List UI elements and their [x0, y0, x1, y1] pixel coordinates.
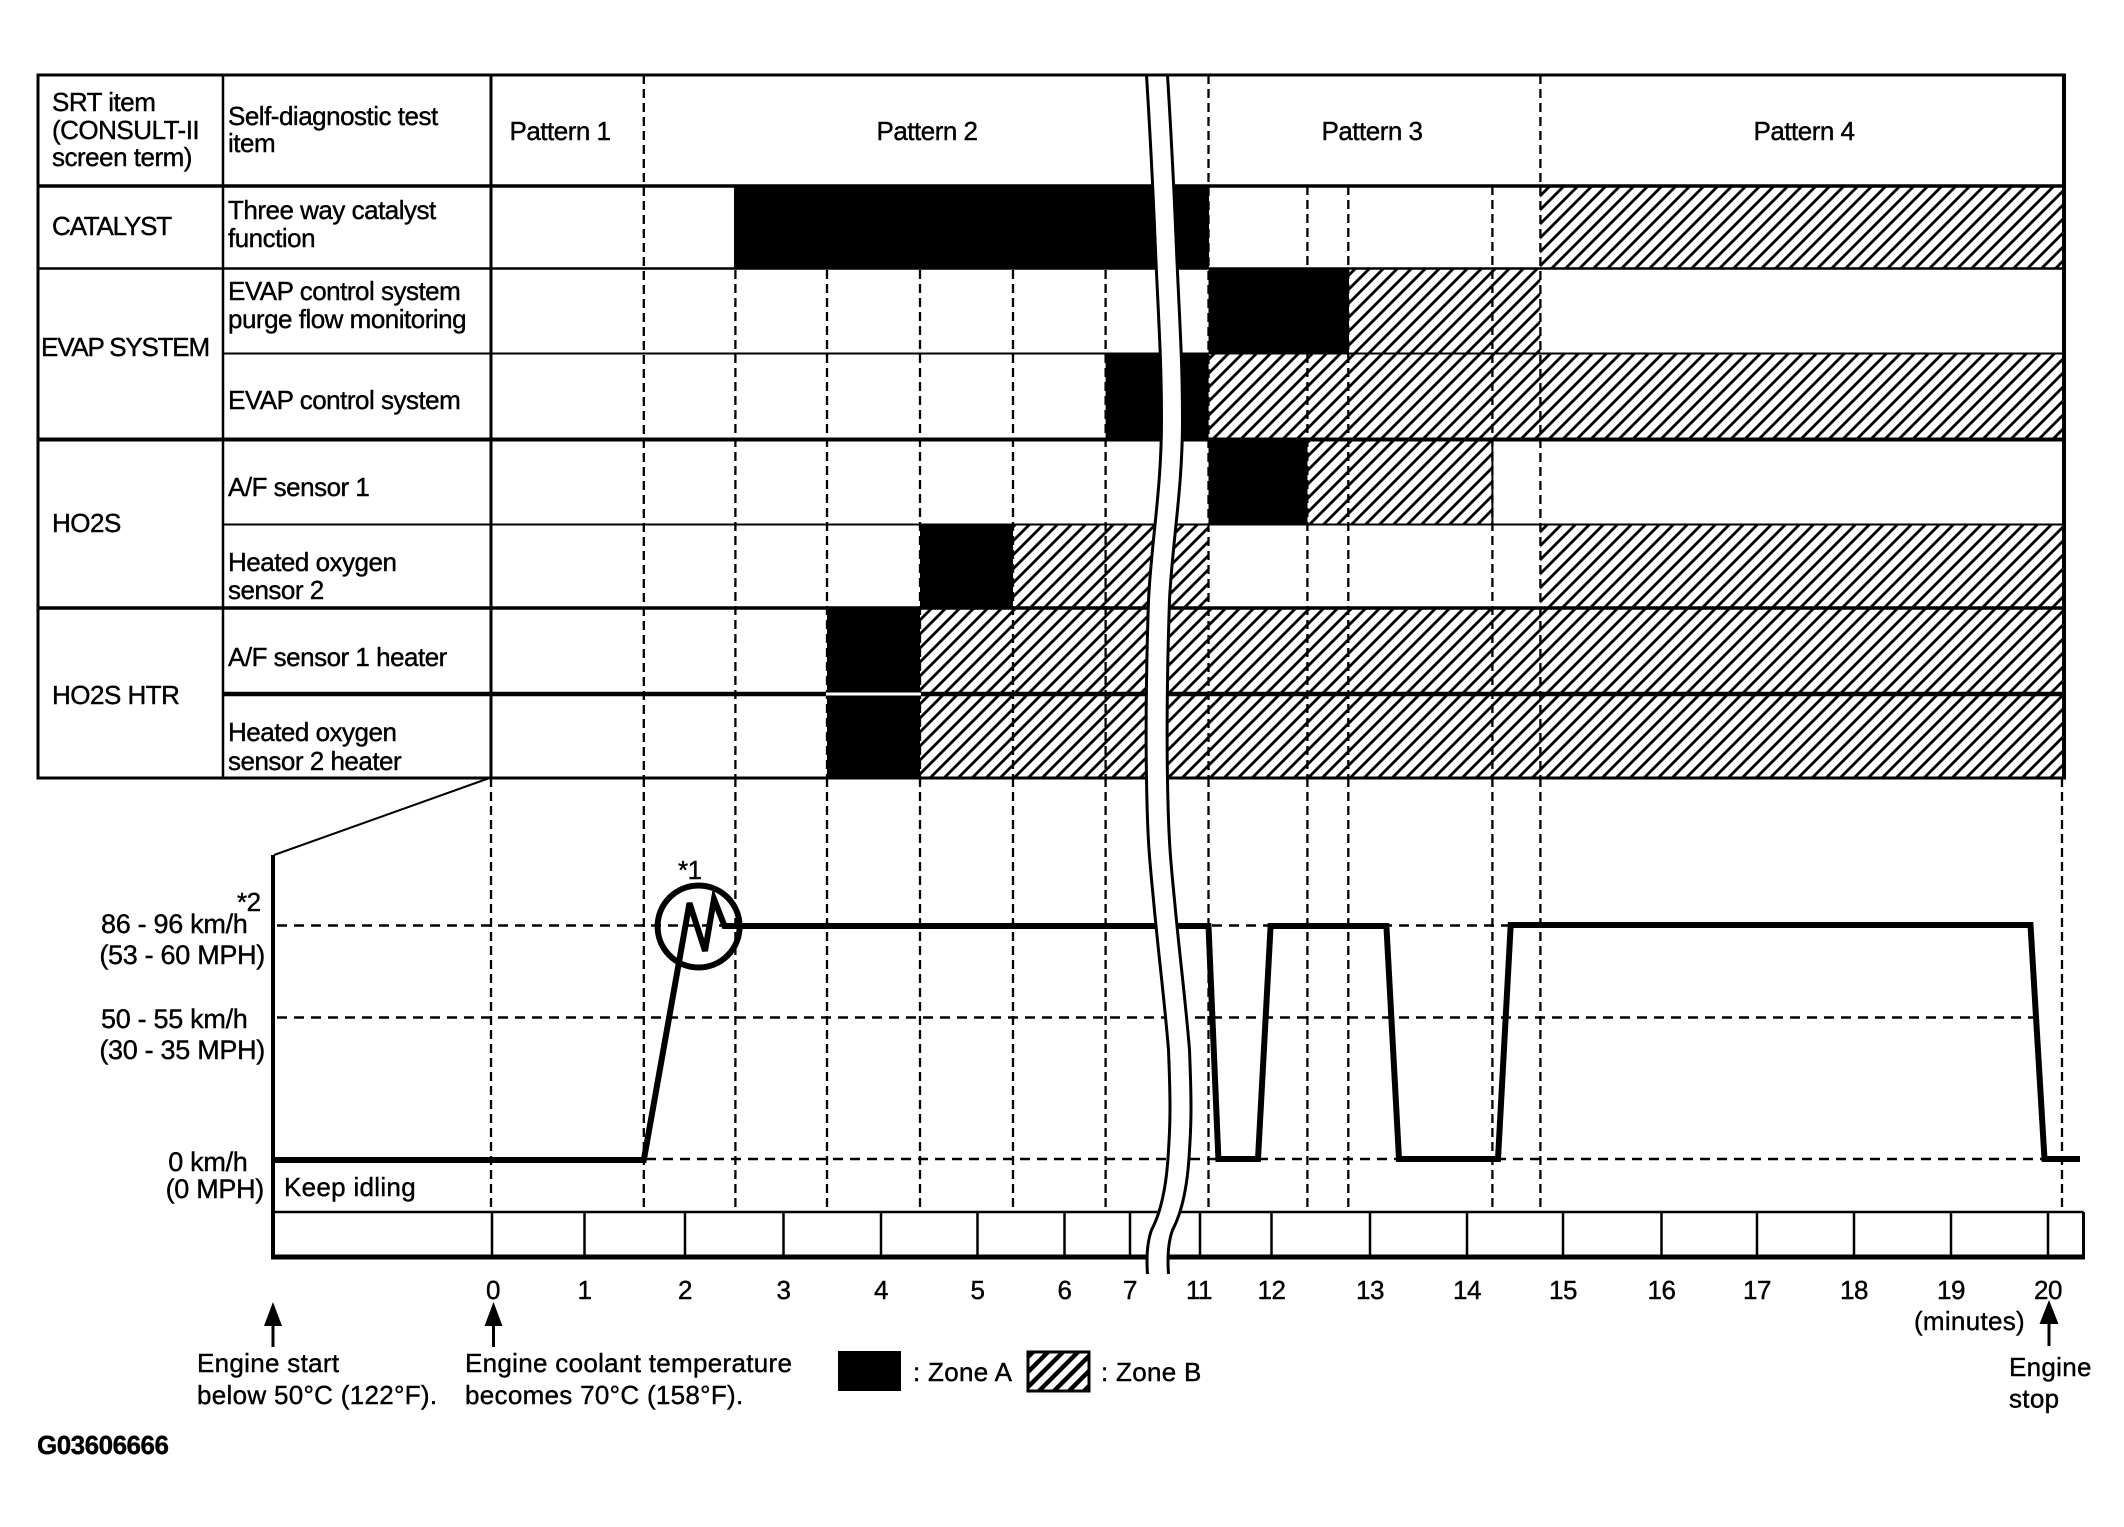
svg-text:1: 1 — [578, 1275, 592, 1305]
svg-text:EVAP SYSTEM: EVAP SYSTEM — [41, 332, 209, 362]
svg-text:19: 19 — [1937, 1275, 1965, 1305]
svg-text:4: 4 — [874, 1275, 888, 1305]
svg-text:: Zone B: : Zone B — [1101, 1357, 1202, 1387]
svg-text:Self-diagnostic test: Self-diagnostic test — [228, 101, 439, 131]
svg-text:sensor 2: sensor 2 — [228, 575, 324, 605]
svg-text:50 - 55 km/h: 50 - 55 km/h — [101, 1004, 247, 1034]
svg-text:A/F sensor 1: A/F sensor 1 — [228, 472, 369, 502]
svg-text:(30 - 35 MPH): (30 - 35 MPH) — [99, 1035, 265, 1065]
svg-text:item: item — [228, 128, 275, 158]
svg-text:purge flow monitoring: purge flow monitoring — [228, 304, 466, 334]
svg-text:Heated oxygen: Heated oxygen — [228, 547, 396, 577]
svg-text:Engine coolant temperature: Engine coolant temperature — [465, 1348, 792, 1378]
svg-text:0 km/h: 0 km/h — [168, 1147, 247, 1177]
svg-text:(minutes): (minutes) — [1914, 1306, 2025, 1336]
svg-text:sensor 2 heater: sensor 2 heater — [228, 746, 402, 776]
svg-text:HO2S: HO2S — [52, 508, 121, 538]
svg-text:: Zone A: : Zone A — [913, 1357, 1013, 1387]
svg-text:12: 12 — [1258, 1275, 1286, 1305]
svg-text:(0 MPH): (0 MPH) — [166, 1174, 264, 1204]
svg-text:5: 5 — [971, 1275, 985, 1305]
svg-text:Engine: Engine — [2009, 1352, 2092, 1382]
svg-text:Pattern 2: Pattern 2 — [876, 116, 977, 146]
svg-text:16: 16 — [1648, 1275, 1676, 1305]
svg-text:13: 13 — [1356, 1275, 1384, 1305]
svg-text:15: 15 — [1549, 1275, 1577, 1305]
svg-text:14: 14 — [1453, 1275, 1481, 1305]
svg-text:A/F sensor 1 heater: A/F sensor 1 heater — [228, 642, 448, 672]
svg-text:CATALYST: CATALYST — [52, 211, 172, 241]
svg-text:Three way catalyst: Three way catalyst — [228, 195, 437, 225]
svg-text:20: 20 — [2034, 1275, 2062, 1305]
svg-text:EVAP control system: EVAP control system — [228, 276, 460, 306]
svg-text:Pattern 3: Pattern 3 — [1321, 116, 1422, 146]
svg-text:3: 3 — [777, 1275, 791, 1305]
svg-text:G03606666: G03606666 — [37, 1430, 168, 1460]
svg-text:7: 7 — [1123, 1275, 1137, 1305]
svg-text:*2: *2 — [237, 887, 261, 917]
svg-text:11: 11 — [1186, 1275, 1212, 1305]
svg-text:6: 6 — [1058, 1275, 1072, 1305]
svg-text:Pattern 4: Pattern 4 — [1753, 116, 1854, 146]
svg-text:EVAP control system: EVAP control system — [228, 385, 460, 415]
svg-text:Pattern 1: Pattern 1 — [509, 116, 610, 146]
svg-text:SRT item: SRT item — [52, 87, 155, 117]
svg-text:*1: *1 — [678, 855, 702, 885]
svg-text:stop: stop — [2009, 1384, 2059, 1414]
svg-text:becomes 70°C (158°F).: becomes 70°C (158°F). — [465, 1380, 744, 1410]
svg-text:17: 17 — [1743, 1275, 1771, 1305]
svg-text:18: 18 — [1840, 1275, 1868, 1305]
svg-text:screen term): screen term) — [52, 142, 192, 172]
svg-text:0: 0 — [486, 1275, 500, 1305]
svg-text:2: 2 — [678, 1275, 692, 1305]
svg-text:function: function — [228, 223, 315, 253]
svg-text:below 50°C (122°F).: below 50°C (122°F). — [197, 1380, 437, 1410]
svg-text:(CONSULT-II: (CONSULT-II — [52, 115, 199, 145]
svg-text:Engine start: Engine start — [197, 1348, 340, 1378]
svg-text:Keep idling: Keep idling — [284, 1172, 416, 1202]
svg-text:86 - 96 km/h: 86 - 96 km/h — [101, 909, 247, 939]
svg-text:Heated oxygen: Heated oxygen — [228, 717, 396, 747]
svg-text:HO2S HTR: HO2S HTR — [52, 680, 179, 710]
svg-text:(53 - 60 MPH): (53 - 60 MPH) — [99, 940, 265, 970]
